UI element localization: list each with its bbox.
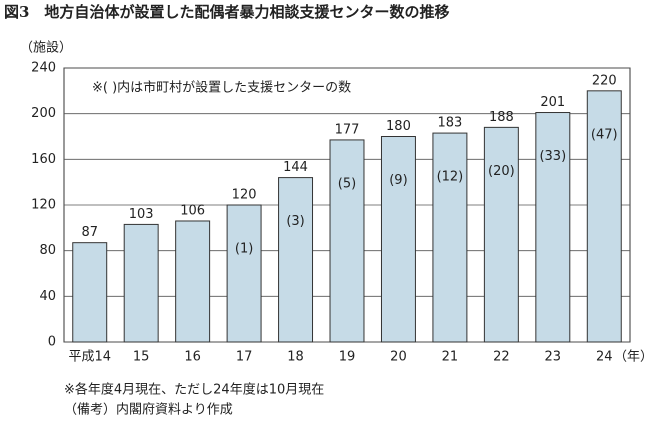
bar bbox=[72, 242, 108, 343]
value-label: 180 bbox=[386, 119, 411, 134]
y-tick-label: 160 bbox=[31, 152, 56, 167]
y-tick-label: 0 bbox=[48, 335, 56, 350]
chart-title: 図3 地方自治体が設置した配偶者暴力相談支援センター数の推移 bbox=[4, 3, 449, 21]
x-tick-label: 21 bbox=[442, 350, 459, 365]
footnote: （備考）内閣府資料より作成 bbox=[64, 402, 233, 418]
bar bbox=[535, 112, 571, 343]
inner-label: (33) bbox=[539, 149, 566, 164]
value-label: 144 bbox=[283, 160, 308, 175]
inner-label: (47) bbox=[591, 127, 618, 142]
y-tick-label: 200 bbox=[31, 106, 56, 121]
value-label: 120 bbox=[232, 188, 257, 203]
inner-label: (12) bbox=[437, 170, 464, 185]
value-label: 183 bbox=[437, 116, 462, 131]
x-tick-label: 22 bbox=[493, 350, 510, 365]
x-tick-label: 16 bbox=[184, 350, 201, 365]
annotation: ※( )内は市町村が設置した支援センターの数 bbox=[92, 80, 351, 96]
x-tick-label: 17 bbox=[236, 350, 253, 365]
bar bbox=[586, 90, 622, 343]
x-tick-label: 23 bbox=[545, 350, 562, 365]
x-tick-label: 20 bbox=[390, 350, 407, 365]
inner-label: (20) bbox=[488, 164, 515, 179]
x-tick-label: 18 bbox=[287, 350, 304, 365]
bar bbox=[380, 136, 416, 343]
x-tick-label: 24 bbox=[596, 350, 613, 365]
x-tick-label: 19 bbox=[339, 350, 356, 365]
value-label: 188 bbox=[489, 110, 514, 125]
bar bbox=[483, 126, 519, 343]
value-label: 103 bbox=[129, 207, 154, 222]
y-tick-label: 240 bbox=[31, 61, 56, 76]
bar bbox=[175, 220, 211, 343]
inner-label: (9) bbox=[389, 173, 407, 188]
value-label: 87 bbox=[81, 225, 98, 240]
inner-label: (3) bbox=[286, 214, 304, 229]
value-label: 220 bbox=[592, 73, 617, 88]
bar bbox=[226, 204, 262, 343]
inner-label: (5) bbox=[338, 176, 356, 191]
y-axis-label: （施設） bbox=[20, 40, 72, 56]
y-tick-label: 80 bbox=[39, 243, 56, 258]
bar bbox=[432, 132, 468, 343]
inner-label: (1) bbox=[235, 242, 253, 257]
footnote: ※各年度4月現在、ただし24年度は10月現在 bbox=[64, 382, 324, 398]
value-label: 201 bbox=[540, 95, 565, 110]
x-tick-label: 平成14 bbox=[68, 350, 111, 365]
y-tick-label: 120 bbox=[31, 198, 56, 213]
bar bbox=[123, 223, 159, 343]
value-label: 177 bbox=[335, 122, 360, 137]
bar bbox=[278, 177, 314, 343]
x-axis-label: （年） bbox=[614, 350, 650, 365]
bar bbox=[329, 139, 365, 343]
value-label: 106 bbox=[180, 203, 205, 218]
y-tick-label: 40 bbox=[39, 289, 56, 304]
x-tick-label: 15 bbox=[133, 350, 150, 365]
